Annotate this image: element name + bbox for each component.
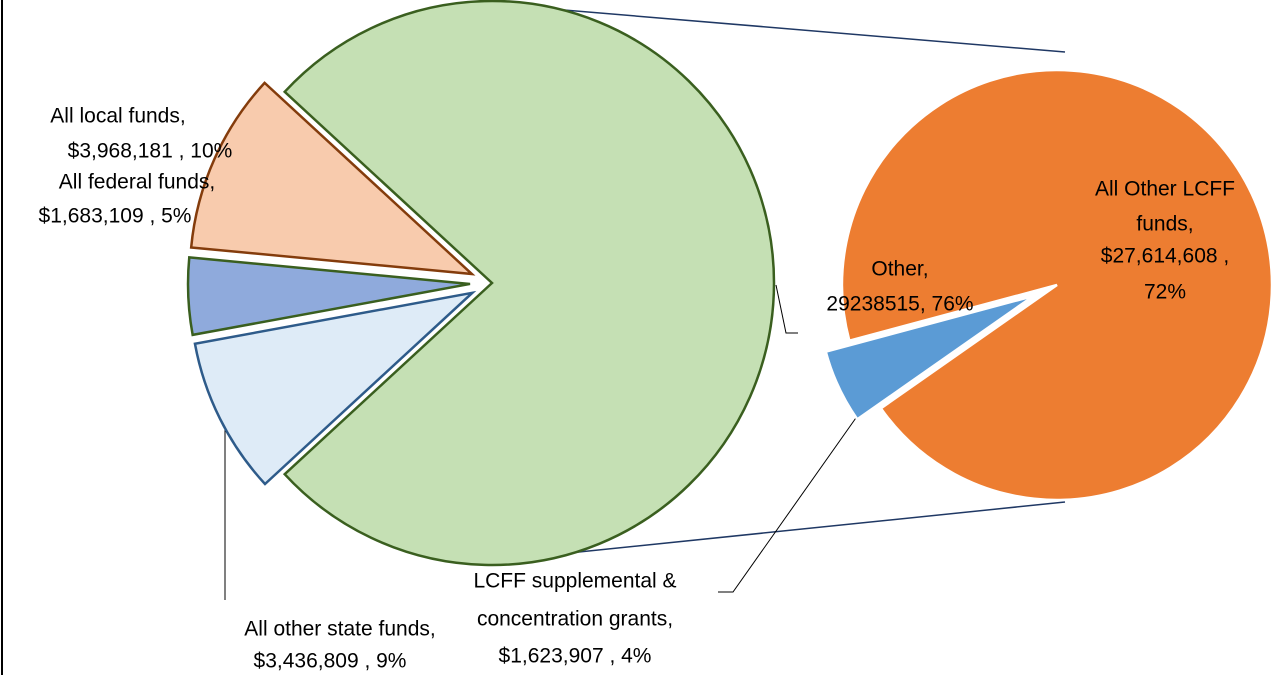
leader-line	[718, 414, 859, 593]
data-label: All Other LCFF	[1095, 178, 1235, 201]
data-label: funds,	[1136, 213, 1193, 236]
pie-slice	[189, 81, 476, 276]
leader-line	[775, 284, 798, 334]
data-label: $3,436,809 , 9%	[254, 650, 407, 673]
pie-slice	[824, 294, 1035, 422]
data-label: $3,968,181 , 10%	[68, 140, 233, 163]
data-label: Other,	[871, 258, 928, 281]
data-label: LCFF supplemental &	[473, 570, 676, 593]
connector-line	[539, 501, 1066, 557]
pie-slice	[282, 0, 776, 567]
data-label: All federal funds,	[59, 171, 215, 194]
data-label: concentration grants,	[477, 608, 673, 631]
data-label: All local funds,	[50, 105, 185, 128]
data-label: 29238515, 76%	[826, 293, 973, 316]
pie-slice	[193, 290, 477, 486]
data-label: $27,614,608 ,	[1101, 245, 1229, 268]
connector-line	[539, 7, 1066, 53]
pie-slice	[840, 68, 1272, 502]
data-label: $1,683,109 , 5%	[39, 205, 192, 228]
data-label: $1,623,907 , 4%	[499, 645, 652, 668]
pie-slice	[186, 256, 471, 337]
data-label: All other state funds,	[244, 618, 435, 641]
data-label: 72%	[1144, 281, 1186, 304]
